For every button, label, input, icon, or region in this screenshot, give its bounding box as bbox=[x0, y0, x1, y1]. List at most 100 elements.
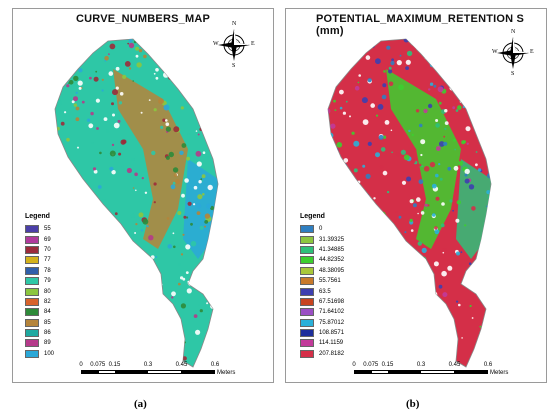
legend-item: 48.38095 bbox=[300, 266, 344, 276]
scale-tick-label: 0.45 bbox=[448, 362, 461, 368]
legend-swatch bbox=[300, 266, 314, 275]
legend-label: 55.7561 bbox=[319, 278, 341, 285]
scale-tick-label: 0.15 bbox=[381, 362, 394, 368]
legend-item: 85 bbox=[25, 318, 54, 328]
legend-item: 71.64102 bbox=[300, 307, 344, 317]
legend-item: 55.7561 bbox=[300, 276, 344, 286]
legend-item: 79 bbox=[25, 276, 54, 286]
legend-label: 44.82352 bbox=[319, 257, 345, 264]
legend-swatch bbox=[25, 287, 39, 296]
caption-a: (a) bbox=[134, 398, 147, 410]
north-arrow-icon: N S E W bbox=[492, 29, 534, 79]
legend-swatch bbox=[25, 266, 39, 275]
scale-segment bbox=[82, 371, 99, 373]
caption-b: (b) bbox=[406, 398, 420, 410]
map-area bbox=[54, 38, 219, 368]
legend-item: 84 bbox=[25, 307, 54, 317]
legend-item: 63.5 bbox=[300, 286, 344, 296]
legend: Legend 55 69 70 77 78 79 80 82 84 85 86 89 100 bbox=[25, 213, 54, 359]
legend: Legend 0 31.39325 41.34885 44.82352 48.38095… bbox=[300, 213, 344, 359]
legend-swatch bbox=[300, 277, 314, 286]
legend-swatch bbox=[300, 329, 314, 338]
scale-tick-label: 0.3 bbox=[416, 362, 426, 368]
east-label: E bbox=[530, 49, 534, 55]
south-label: S bbox=[232, 63, 236, 69]
scale-segment bbox=[115, 371, 148, 373]
legend-label: 100 bbox=[44, 350, 55, 357]
legend-title: Legend bbox=[25, 213, 50, 220]
scale-tick-label: 0.45 bbox=[175, 362, 188, 368]
legend-swatch bbox=[300, 318, 314, 327]
scale-unit: Meters bbox=[490, 370, 509, 376]
map-title: CURVE_NUMBERS_MAP bbox=[76, 13, 210, 25]
scale-tick-label: 0 bbox=[352, 362, 356, 368]
map-panel-curve-numbers: CURVE_NUMBERS_MAP N S E W Legend 55 69 70 7… bbox=[12, 8, 274, 383]
scale-tick-label: 0.3 bbox=[143, 362, 153, 368]
legend-label: 86 bbox=[44, 330, 51, 337]
north-label: N bbox=[511, 29, 516, 35]
legend-swatch bbox=[25, 256, 39, 265]
scale-tick-label: 0.15 bbox=[108, 362, 121, 368]
legend-item: 0 bbox=[300, 224, 344, 234]
legend-label: 108.8571 bbox=[319, 330, 345, 337]
legend-label: 31.39325 bbox=[319, 236, 345, 243]
legend-item: 89 bbox=[25, 338, 54, 348]
north-arrow-icon: N S E W bbox=[213, 21, 255, 71]
legend-label: 71.64102 bbox=[319, 309, 345, 316]
legend-item: 41.34885 bbox=[300, 245, 344, 255]
scale-segment bbox=[388, 371, 421, 373]
legend-swatch bbox=[300, 256, 314, 265]
legend-item: 86 bbox=[25, 328, 54, 338]
legend-label: 69 bbox=[44, 236, 51, 243]
legend-label: 0 bbox=[319, 226, 323, 233]
scale-segment bbox=[181, 371, 214, 373]
legend-swatch bbox=[300, 235, 314, 244]
scale-segment bbox=[148, 371, 181, 373]
legend-item: 80 bbox=[25, 286, 54, 296]
watershed-shape bbox=[54, 38, 219, 368]
legend-label: 55 bbox=[44, 226, 51, 233]
scale-tick-label: 0.6 bbox=[483, 362, 493, 368]
scale-bar: 0 0.075 0.15 0.3 0.45 0.6 Meters bbox=[79, 362, 245, 376]
scale-tick-label: 0.075 bbox=[363, 362, 379, 368]
legend-label: 75.87012 bbox=[319, 319, 345, 326]
scale-segment bbox=[421, 371, 454, 373]
north-label: N bbox=[232, 21, 237, 27]
map-panel-retention: POTENTIAL_MAXIMUM_RETENTION S (mm) N S E… bbox=[285, 8, 547, 383]
legend-swatch bbox=[300, 245, 314, 254]
scale-unit: Meters bbox=[217, 370, 236, 376]
south-label: S bbox=[511, 71, 515, 77]
legend-item: 108.8571 bbox=[300, 328, 344, 338]
legend-swatch bbox=[300, 339, 314, 348]
legend-item: 55 bbox=[25, 224, 54, 234]
legend-label: 89 bbox=[44, 340, 51, 347]
legend-label: 80 bbox=[44, 288, 51, 295]
watershed-shape bbox=[327, 38, 492, 368]
legend-swatch bbox=[25, 225, 39, 234]
legend-label: 79 bbox=[44, 278, 51, 285]
legend-swatch bbox=[25, 297, 39, 306]
legend-swatch bbox=[300, 349, 314, 358]
legend-swatch bbox=[300, 225, 314, 234]
legend-swatch bbox=[25, 329, 39, 338]
legend-item: 67.51698 bbox=[300, 297, 344, 307]
legend-swatch bbox=[25, 318, 39, 327]
legend-item: 70 bbox=[25, 245, 54, 255]
legend-label: 67.51698 bbox=[319, 298, 345, 305]
legend-item: 78 bbox=[25, 266, 54, 276]
legend-item: 82 bbox=[25, 297, 54, 307]
legend-swatch bbox=[25, 308, 39, 317]
scale-segment bbox=[355, 371, 372, 373]
scale-tick-label: 0 bbox=[79, 362, 83, 368]
legend-label: 114.1159 bbox=[319, 340, 344, 347]
scale-segment bbox=[371, 371, 388, 373]
legend-item: 207.8182 bbox=[300, 349, 344, 359]
scale-segment bbox=[454, 371, 487, 373]
legend-swatch bbox=[300, 287, 314, 296]
legend-swatch bbox=[25, 339, 39, 348]
legend-label: 77 bbox=[44, 257, 51, 264]
legend-swatch bbox=[25, 277, 39, 286]
legend-item: 114.1159 bbox=[300, 338, 344, 348]
map-area bbox=[327, 38, 492, 368]
legend-item: 75.87012 bbox=[300, 318, 344, 328]
